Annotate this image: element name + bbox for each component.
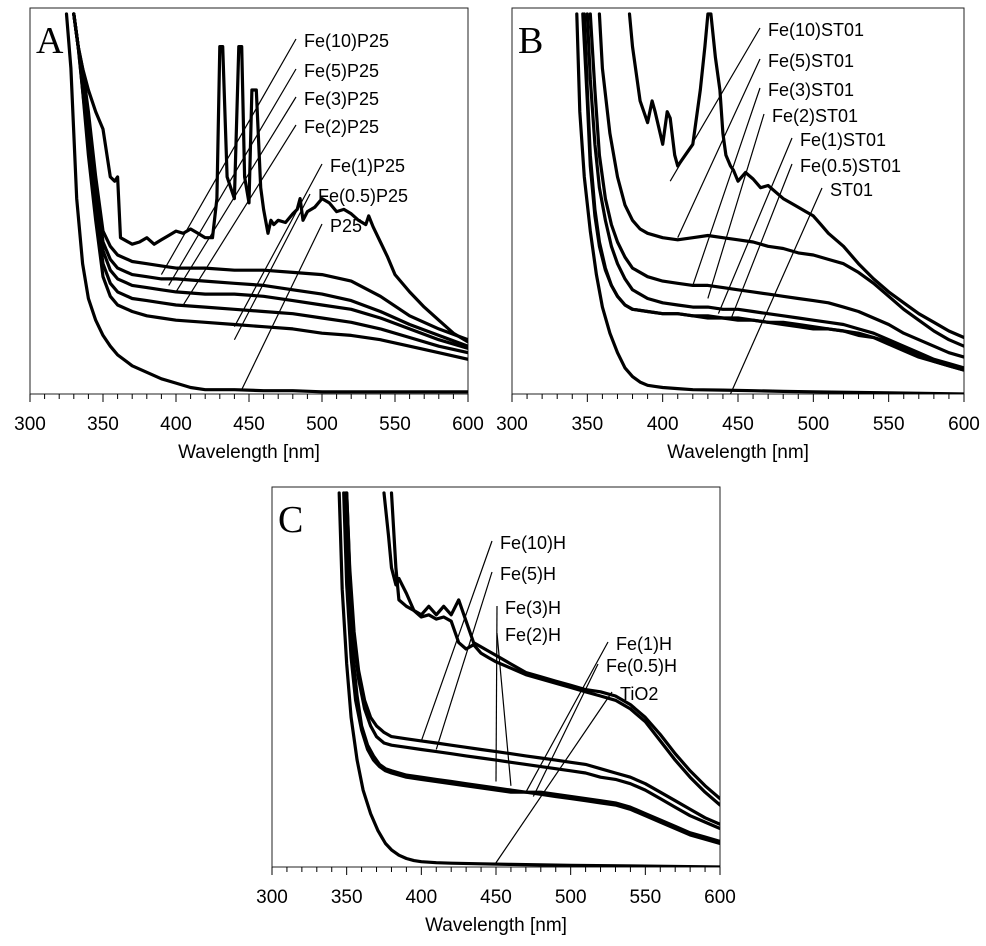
series-line-fe3st01 [588,12,964,359]
panel-letter: C [278,499,303,541]
x-tick-label: 400 [160,414,192,435]
series-label: TiO2 [620,684,658,704]
series-label: Fe(2)ST01 [772,106,858,126]
series-label: Fe(1)ST01 [800,130,886,150]
series-line-fe2st01 [585,12,964,370]
x-tick-label: 300 [14,414,46,435]
leader-line [525,641,609,793]
leader-line [420,540,493,742]
leader-line [168,68,297,286]
x-tick-label: 450 [722,414,754,435]
leader-line [435,571,493,750]
series-line-st01 [575,12,964,394]
chart-panel-a: A 300 350 400 450 500 550 600 Wavelength [nm] Fe(… [14,7,484,463]
x-tick-label: 500 [797,414,829,435]
series-label: Fe(2)P25 [304,117,379,137]
panel-letter: B [518,20,543,62]
series-label: Fe(5)ST01 [768,51,854,71]
series-line-fe10p25 [72,12,468,344]
x-tick-label: 550 [629,887,661,908]
chart-panel-c: C 300 350 400 450 500 550 600 Wavelength [nm] Fe(… [256,486,736,936]
series-label: Fe(10)ST01 [768,20,864,40]
leader-line [160,38,297,275]
x-axis-label: Wavelength [nm] [667,442,809,463]
leader-line [233,193,311,340]
series-group [575,12,964,394]
series-label: Fe(3)H [505,598,561,618]
x-tick-label: 500 [306,414,338,435]
series-label: Fe(1)H [616,634,672,654]
series-label: Fe(0.5)P25 [318,186,408,206]
series-line-fe1h [343,491,720,843]
x-tick-label: 550 [873,414,905,435]
series-label: P25 [330,216,362,236]
x-tick-label: 300 [496,414,528,435]
x-tick-label: 350 [571,414,603,435]
series-line-fe5h [389,491,720,807]
series-label: Fe(5)H [500,564,556,584]
series-line-fe1p25 [72,12,468,355]
leader-line [496,632,512,786]
series-line-tio2 [337,491,720,867]
panel-letter: A [36,20,64,62]
x-tick-label: 450 [480,887,512,908]
series-label: Fe(0.5)ST01 [800,156,901,176]
series-label: Fe(1)P25 [330,156,405,176]
x-tick-label: 600 [948,414,980,435]
x-tick-label: 550 [379,414,411,435]
x-tick-label: 500 [555,887,587,908]
leader-line [729,163,793,321]
x-tick-label: 350 [87,414,119,435]
series-line-fe10st01 [627,12,964,340]
x-axis-label: Wavelength [nm] [425,915,567,936]
series-label: Fe(0.5)H [606,656,677,676]
leader-line [241,223,323,390]
series-label: Fe(2)H [505,625,561,645]
series-label: Fe(3)ST01 [768,80,854,100]
x-tick-label: 600 [704,887,736,908]
series-line-fe05p25 [72,12,468,361]
series-line-fe5st01 [597,12,964,348]
series-group [64,12,468,394]
leader-line [669,27,761,182]
series-label: Fe(10)P25 [304,31,389,51]
series-line-p25 [64,12,468,394]
leader-line [717,137,793,314]
x-tick-label: 450 [233,414,265,435]
leader-line [233,163,323,327]
x-tick-label: 400 [405,887,437,908]
series-label: Fe(5)P25 [304,61,379,81]
leader-line [182,124,297,306]
x-axis-label: Wavelength [nm] [178,442,320,463]
x-tick-label: 600 [452,414,484,435]
chart-panel-b: B 300 350 400 450 500 550 600 Wavelength [nm] Fe(… [496,7,980,463]
series-label: Fe(3)P25 [304,89,379,109]
leader-line [729,187,823,395]
series-label: ST01 [830,180,873,200]
leader-line [707,113,765,299]
x-tick-label: 350 [331,887,363,908]
series-label: Fe(10)H [500,533,566,553]
x-tick-label: 300 [256,887,288,908]
leader-line [495,605,498,782]
leader-line [692,87,761,286]
series-line-fe10h [382,491,720,801]
leader-line [495,691,613,864]
leader-line [532,663,599,797]
leader-line [175,96,297,293]
leader-line [677,58,761,238]
x-tick-label: 400 [647,414,679,435]
series-line-fe05h [342,491,720,846]
